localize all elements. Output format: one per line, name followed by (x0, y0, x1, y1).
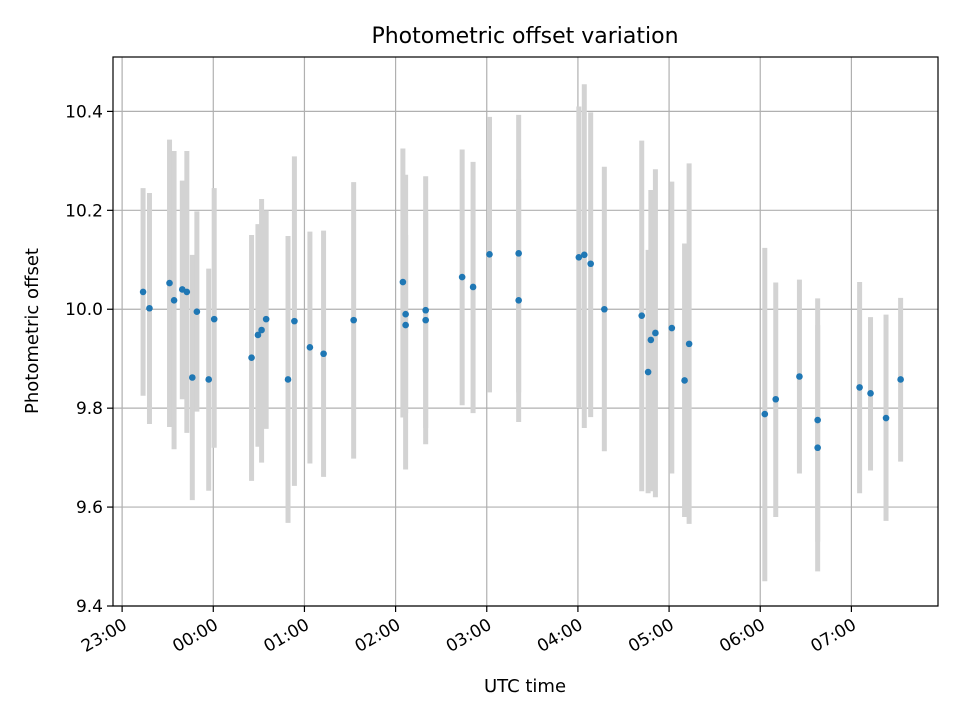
data-point (867, 390, 874, 397)
data-point (284, 376, 292, 383)
y-axis-label: Photometric offset (22, 248, 43, 414)
data-point (183, 288, 191, 296)
y-tick-label: 9.6 (76, 498, 103, 518)
data-point (638, 312, 646, 319)
data-point (205, 376, 213, 383)
chart-title: Photometric offset variation (371, 24, 678, 49)
data-point (422, 316, 429, 324)
data-point (644, 368, 652, 376)
y-tick-label: 10.0 (65, 300, 103, 320)
data-point (248, 354, 255, 362)
y-tick-label: 10.2 (65, 201, 103, 221)
data-point (193, 308, 201, 316)
data-point (580, 251, 588, 259)
data-point (291, 317, 298, 325)
data-point (254, 331, 262, 339)
data-point (210, 315, 218, 323)
data-point (170, 297, 178, 304)
data-point (399, 278, 407, 286)
data-point (189, 374, 196, 381)
data-point (262, 315, 270, 323)
data-point (814, 444, 821, 452)
data-point (575, 254, 583, 261)
data-point (772, 395, 780, 403)
data-point (166, 279, 173, 287)
data-point (668, 324, 676, 332)
data-point (796, 373, 803, 380)
y-tick-label: 10.4 (65, 102, 103, 122)
data-point (897, 376, 904, 383)
y-tick-label: 9.4 (76, 597, 103, 617)
data-point (486, 251, 493, 258)
data-point (469, 283, 477, 291)
data-point (350, 316, 357, 324)
axes-frame (112, 56, 939, 607)
x-axis-label: UTC time (484, 676, 566, 697)
data-point (402, 310, 409, 318)
data-point (146, 304, 153, 312)
y-axis-ticks: 9.4 9.6 9.8 10.0 10.2 10.4 (65, 102, 113, 617)
data-point (139, 288, 147, 296)
data-point (856, 384, 863, 391)
data-point (647, 336, 655, 344)
data-point (685, 340, 693, 348)
data-point (422, 306, 429, 314)
data-point (320, 350, 327, 358)
data-point (814, 416, 821, 424)
data-point (458, 273, 466, 281)
data-points (139, 250, 904, 452)
data-point (681, 377, 688, 384)
data-point (306, 344, 314, 351)
y-tick-label: 9.8 (76, 399, 103, 419)
data-point (402, 321, 409, 329)
data-point (761, 410, 769, 418)
data-point (652, 329, 659, 337)
data-point (515, 297, 522, 304)
data-point (587, 260, 594, 268)
data-point (882, 414, 890, 422)
data-point (601, 305, 608, 313)
data-point (515, 250, 522, 257)
data-point (258, 326, 265, 334)
